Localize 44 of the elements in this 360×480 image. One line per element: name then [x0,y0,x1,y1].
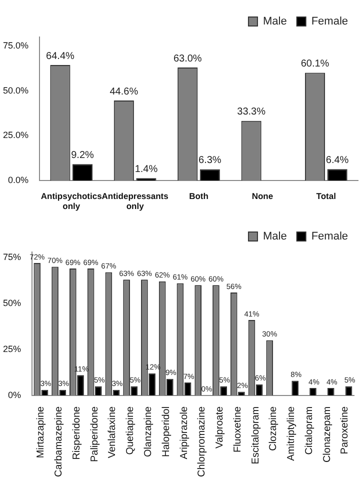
x-tick-label: Citalopram [304,406,315,455]
y-tick-label: 75.0% [2,40,29,50]
x-tick-label: Olanzapine [142,406,154,457]
x-tick-label: Venlafaxine [107,406,118,458]
legend-label: Female [311,230,348,243]
x-tick-label: Aripiprazole [178,406,190,460]
x-tick-label: Amitriptyline [286,406,298,461]
y-tick-label: 50.0% [2,85,29,96]
x-tick-label: Haloperidol [160,406,172,457]
y-tick-label: 75% [3,252,22,262]
x-tick-label: Clonazepam [322,406,333,463]
y-tick-label: 0% [8,390,22,400]
data-label: 64.4% [46,50,75,62]
x-tick-label: Escitalopram [250,406,262,464]
x-tick-label: Carbamazepine [54,406,65,478]
x-tick-label: Risperidone [71,406,82,460]
legend-label: Female [311,16,348,28]
x-tick-label: Valproate [214,406,226,448]
x-tick-label: Paliperidone [89,406,100,462]
x-tick-label: Quetiapine [125,406,136,455]
x-tick-label: Fluoxetine [232,406,244,453]
data-label: 1.4% [134,164,158,175]
y-tick-label: 0.0% [8,175,29,186]
x-tick-label: Mirtazapine [36,406,47,458]
y-tick-label: 25% [3,344,22,354]
x-tick-label: Clozapine [268,406,280,451]
x-tick-label: Both [189,191,208,202]
legend-label: Male [262,230,287,243]
y-tick-label: 25.0% [2,130,29,140]
y-tick-label: 50% [3,298,22,308]
data-label: 6.3% [198,155,222,166]
legend-label: Male [262,16,287,28]
data-label: 33.3% [237,106,266,118]
x-tick-label: Antipsychotics only [40,191,102,212]
x-tick-label: Antidepressants only [102,191,169,212]
data-label: 6.4% [326,154,349,166]
data-label: 60.1% [300,58,330,70]
x-tick-label: Total [316,191,336,202]
x-tick-label: Paroxetine [340,406,351,454]
data-label: 44.6% [110,86,138,98]
data-label: 63.0% [173,53,202,64]
x-tick-label: Chlorpromazine [196,406,208,477]
data-label: 9.2% [71,150,94,161]
x-tick-label: None [252,191,274,202]
